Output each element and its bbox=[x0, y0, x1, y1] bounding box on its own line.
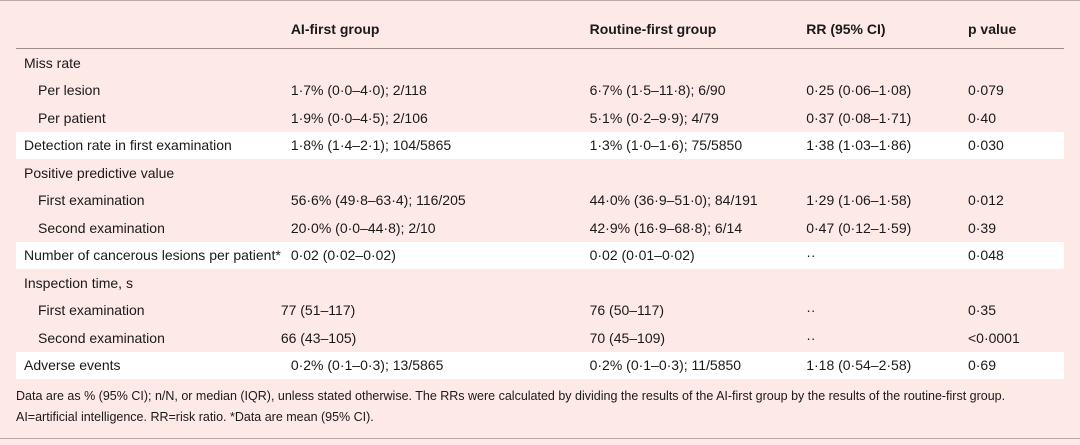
table-row: Positive predictive value bbox=[16, 159, 1064, 187]
row-label: First examination bbox=[38, 192, 145, 209]
table-row: Per patient 1·9% (0·0–4·5); 2/106 5·1% (0·… bbox=[16, 104, 1064, 132]
cell-rr: ·· bbox=[806, 302, 816, 319]
table-body: Miss rate Per lesion 1·7% (0·0–4·0); 2/118… bbox=[16, 49, 1064, 379]
cell-routine-first: 5·1% (0·2–9·9); 4/79 bbox=[589, 109, 719, 126]
cell-ai-first bbox=[281, 269, 590, 297]
cell-p-value: 0·40 bbox=[967, 109, 997, 126]
header-blank bbox=[16, 9, 281, 49]
row-label: Per lesion bbox=[38, 82, 101, 99]
cell-rr: 1·18 (0·54–2·58) bbox=[806, 351, 953, 379]
cell-rr: ·· bbox=[806, 329, 816, 346]
row-label: Second examination bbox=[38, 329, 165, 346]
cell-routine-first: 6·7% (1·5–11·8); 6/90 bbox=[589, 82, 726, 99]
cell-routine-first bbox=[590, 269, 807, 297]
cell-ai-first: 1·9% (0·0–4·5); 2/106 bbox=[290, 109, 428, 126]
cell-rr bbox=[806, 159, 953, 187]
cell-routine-first bbox=[590, 159, 807, 187]
cell-routine-first: 1·3% (1·0–1·6); 75/5850 bbox=[589, 131, 807, 159]
cell-ai-first: 0·02 (0·02–0·02) bbox=[280, 241, 590, 269]
cell-p-value: 0·030 bbox=[952, 131, 1064, 159]
cell-ai-first: 20·0% (0·0–44·8); 2/10 bbox=[290, 219, 436, 236]
cell-rr: 0·47 (0·12–1·59) bbox=[806, 219, 912, 236]
cell-routine-first: 0·2% (0·1–0·3); 11/5850 bbox=[589, 351, 807, 379]
row-label: Inspection time, s bbox=[24, 274, 133, 291]
results-table: AI-first group Routine-first group RR (9… bbox=[16, 9, 1064, 379]
bottom-rule bbox=[0, 438, 1080, 439]
cell-routine-first: 70 (45–109) bbox=[589, 329, 666, 346]
cell-p-value bbox=[953, 159, 1064, 187]
row-label: Number of cancerous lesions per patient* bbox=[16, 241, 281, 269]
cell-ai-first: 1·8% (1·4–2·1); 104/5865 bbox=[280, 131, 590, 159]
cell-p-value bbox=[953, 269, 1064, 297]
cell-rr: 0·25 (0·06–1·08) bbox=[806, 82, 912, 99]
cell-rr bbox=[806, 49, 953, 77]
cell-p-value: 0·35 bbox=[967, 302, 997, 319]
cell-ai-first: 1·7% (0·0–4·0); 2/118 bbox=[290, 82, 427, 99]
table-row: Second examination 20·0% (0·0–44·8); 2/10… bbox=[16, 214, 1064, 242]
row-label: Positive predictive value bbox=[24, 164, 175, 181]
cell-rr bbox=[806, 269, 953, 297]
row-label: Detection rate in first examination bbox=[16, 131, 281, 159]
header-rr: RR (95% CI) bbox=[806, 9, 953, 49]
table-row: Miss rate bbox=[16, 49, 1064, 77]
table-row: First examination 77 (51–117) 76 (50–117) ·… bbox=[16, 297, 1064, 325]
cell-routine-first bbox=[590, 49, 807, 77]
cell-p-value: 0·69 bbox=[952, 351, 1064, 379]
cell-ai-first: 56·6% (49·8–63·4); 116/205 bbox=[290, 192, 466, 209]
row-label: Second examination bbox=[38, 219, 165, 236]
table-row: First examination 56·6% (49·8–63·4); 116/… bbox=[16, 187, 1064, 215]
cell-rr: 1·29 (1·06–1·58) bbox=[806, 192, 912, 209]
row-label: Adverse events bbox=[16, 351, 281, 379]
table-row: Number of cancerous lesions per patient*… bbox=[16, 241, 1064, 269]
cell-routine-first: 44·0% (36·9–51·0); 84/191 bbox=[589, 192, 758, 209]
table-row: Inspection time, s bbox=[16, 269, 1064, 297]
header-ai-first: AI-first group bbox=[280, 9, 590, 49]
cell-rr: 1·38 (1·03–1·86) bbox=[806, 131, 953, 159]
cell-p-value: 0·012 bbox=[967, 192, 1004, 209]
top-rule bbox=[0, 0, 1080, 1]
cell-routine-first: 76 (50–117) bbox=[589, 302, 665, 319]
cell-p-value: 0·39 bbox=[967, 219, 997, 236]
header-routine-first: Routine-first group bbox=[589, 9, 807, 49]
row-label: Per patient bbox=[38, 109, 106, 126]
table-row: Detection rate in first examination 1·8% … bbox=[16, 131, 1064, 159]
table-row: Adverse events 0·2% (0·1–0·3); 13/5865 0·2… bbox=[16, 351, 1064, 379]
cell-p-value bbox=[953, 49, 1064, 77]
header-row: AI-first group Routine-first group RR (9… bbox=[16, 9, 1064, 49]
cell-ai-first bbox=[281, 159, 590, 187]
cell-routine-first: 42·9% (16·9–68·8); 6/14 bbox=[589, 219, 743, 236]
table-row: Per lesion 1·7% (0·0–4·0); 2/118 6·7% (1·5… bbox=[16, 77, 1064, 105]
cell-routine-first: 0·02 (0·01–0·02) bbox=[589, 241, 807, 269]
cell-rr: 0·37 (0·08–1·71) bbox=[806, 109, 912, 126]
row-label: First examination bbox=[38, 302, 145, 319]
cell-p-value: <0·0001 bbox=[967, 329, 1020, 346]
cell-rr: ·· bbox=[806, 241, 953, 269]
footnote: Data are as % (95% CI); n/N, or median (… bbox=[16, 389, 1006, 424]
row-label: Miss rate bbox=[24, 54, 81, 71]
cell-ai-first: 66 (43–105) bbox=[280, 329, 357, 346]
cell-p-value: 0·079 bbox=[967, 82, 1004, 99]
cell-p-value: 0·048 bbox=[952, 241, 1064, 269]
cell-ai-first bbox=[281, 49, 590, 77]
cell-ai-first: 77 (51–117) bbox=[280, 302, 356, 319]
header-p-value: p value bbox=[952, 9, 1064, 49]
table-row: Second examination 66 (43–105) 70 (45–109)… bbox=[16, 324, 1064, 352]
cell-ai-first: 0·2% (0·1–0·3); 13/5865 bbox=[280, 351, 590, 379]
